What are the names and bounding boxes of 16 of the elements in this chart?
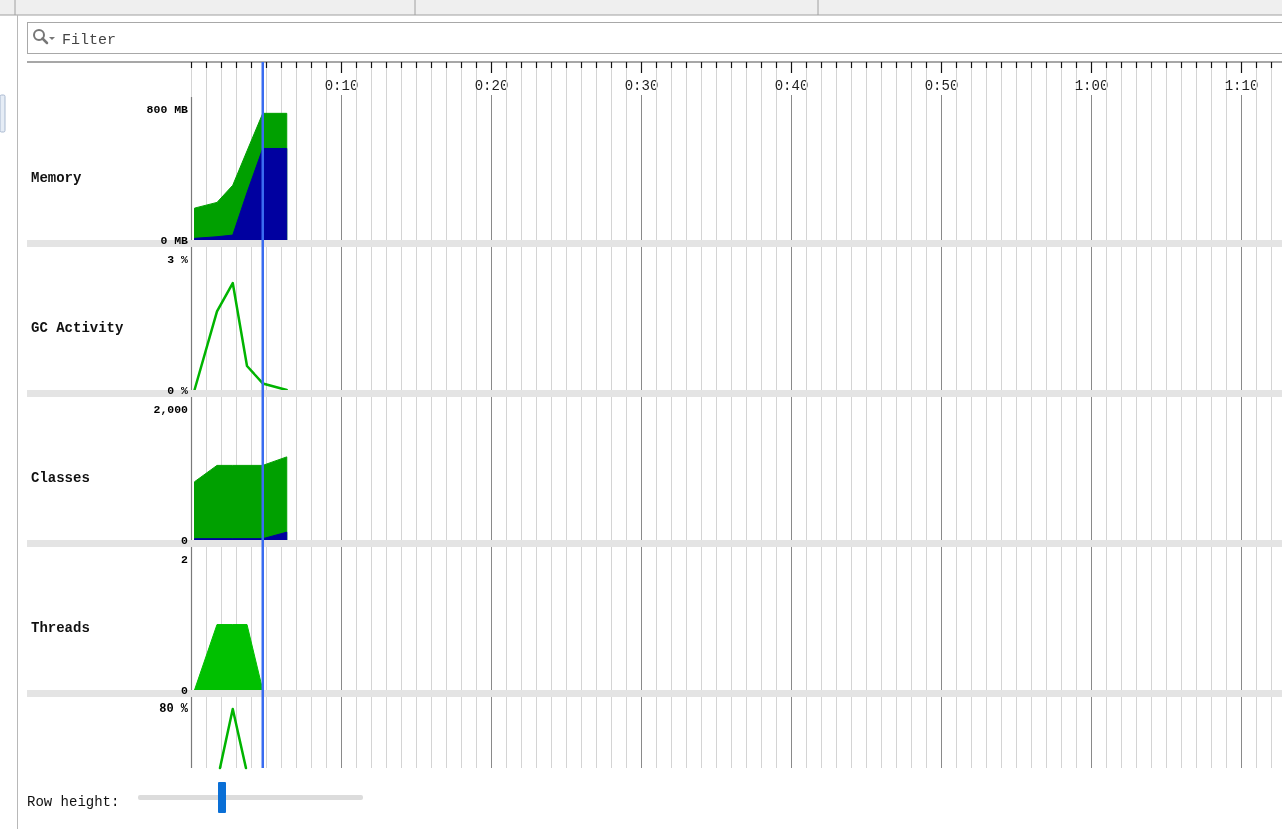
text: Filter [62, 31, 117, 49]
y-tick-label: 0 [181, 683, 189, 697]
y-axis-title: Classes [31, 469, 90, 486]
text: 80 % [159, 702, 189, 716]
y-axis-title: Threads [31, 619, 90, 636]
y-axis-title: Memory [31, 169, 83, 186]
y-tick-label: 2 [181, 552, 189, 566]
y-tick-label: 0 MB [160, 233, 189, 247]
y-tick-label: 3 % [167, 252, 189, 266]
line-series [193, 281, 288, 392]
y-tick-label: 0 % [167, 383, 189, 397]
y-tick-label: 0 [181, 533, 189, 547]
y-tick-label: 2,000 [153, 402, 189, 416]
y-tick-label: 800 MB [146, 102, 189, 116]
text: Row height: [27, 794, 120, 810]
y-axis-title: GC Activity [31, 319, 125, 336]
